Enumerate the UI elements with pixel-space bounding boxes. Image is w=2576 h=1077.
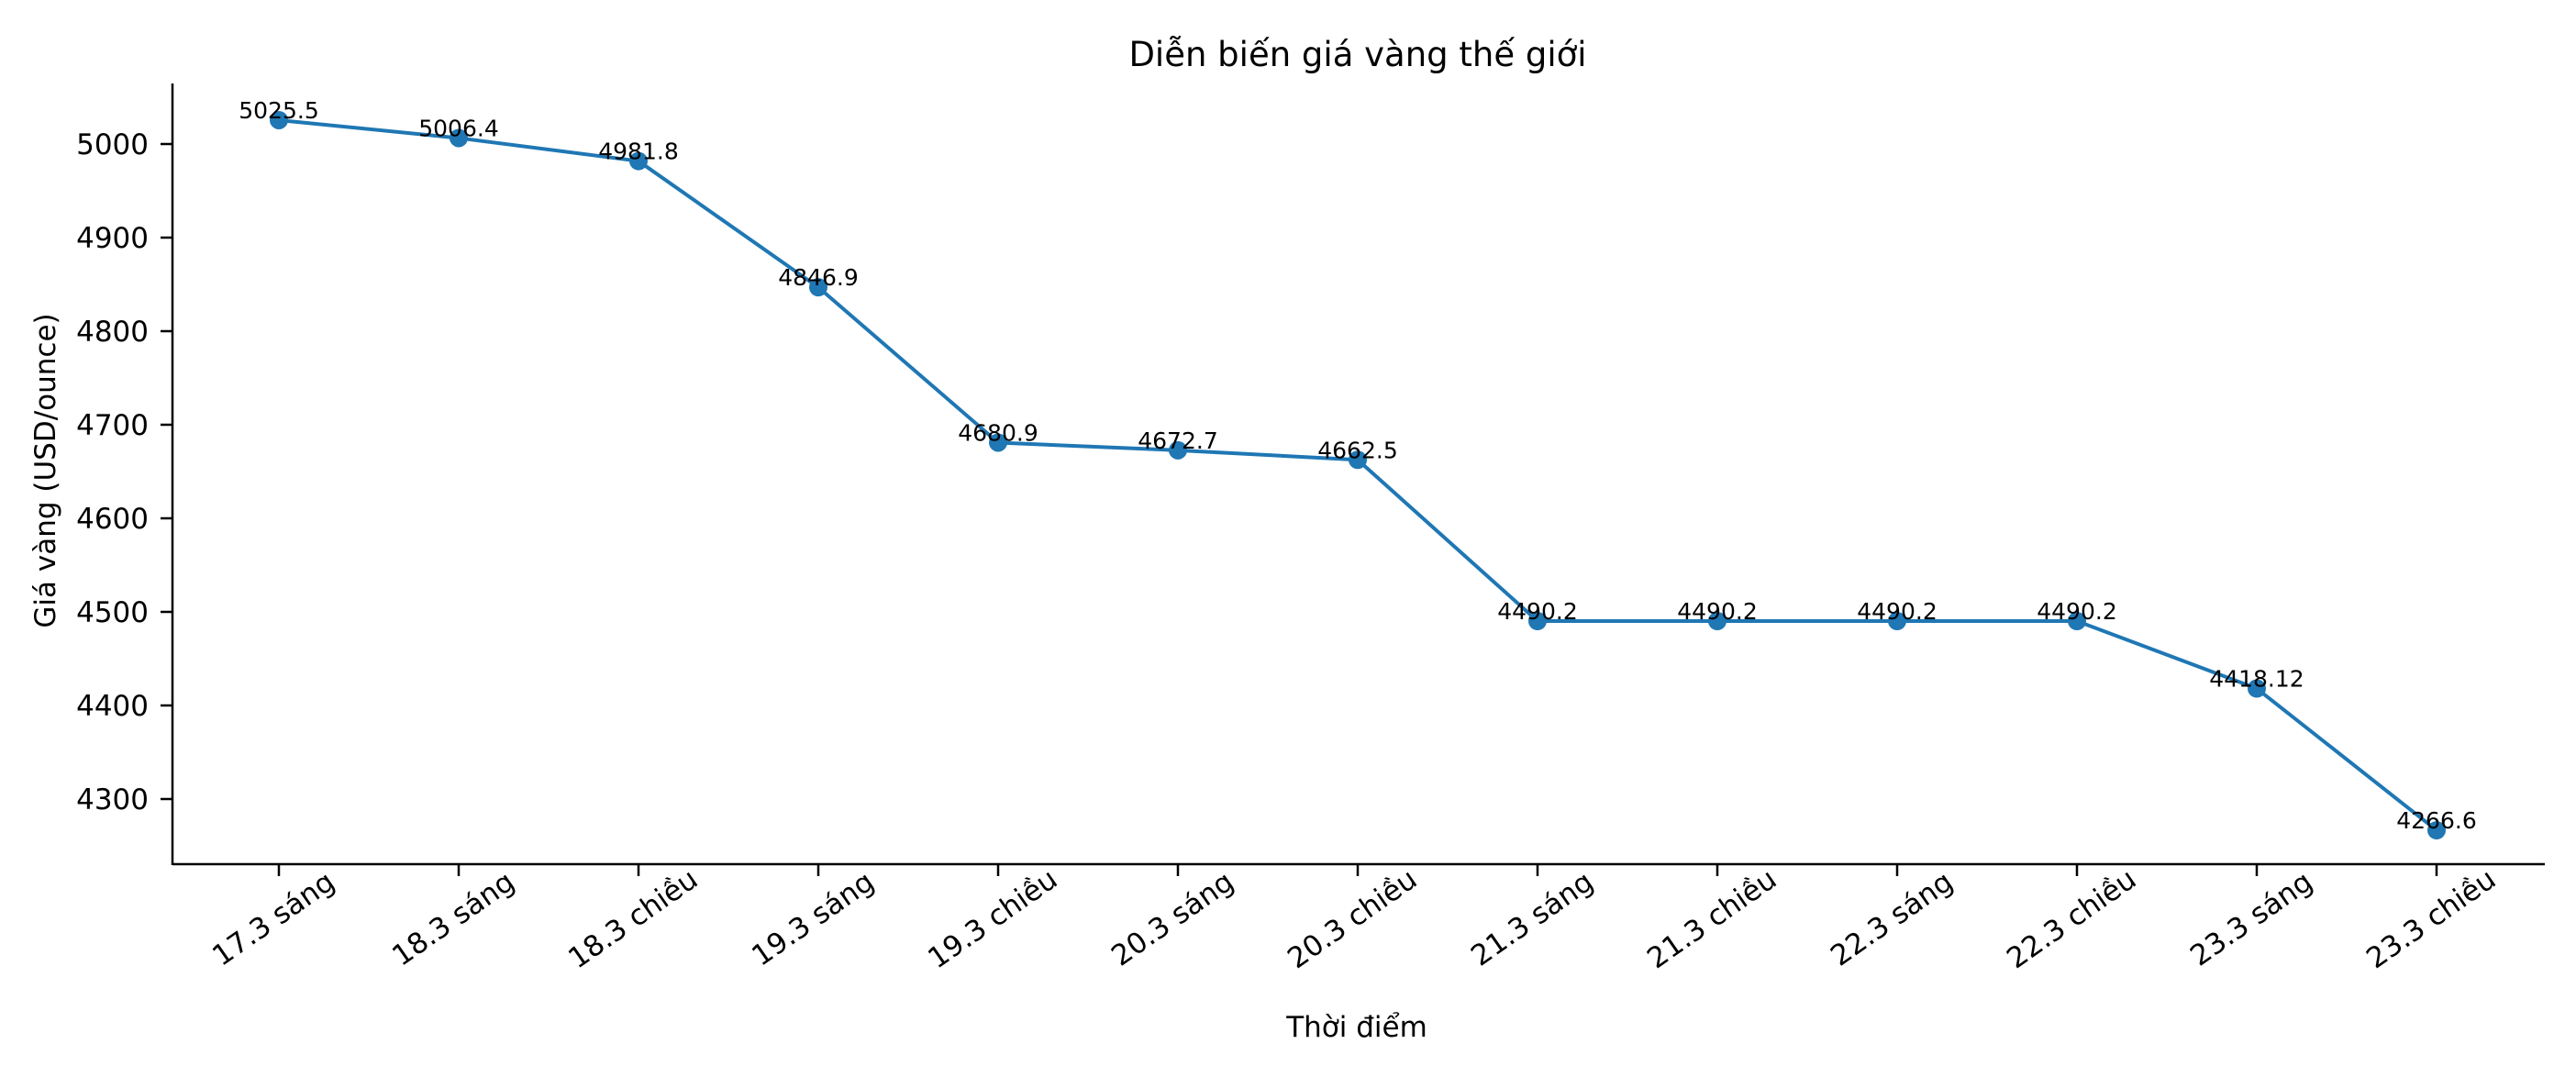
data-point-label: 4490.2 (1497, 598, 1577, 625)
data-point-label: 5006.4 (418, 115, 498, 141)
x-tick-label: 22.3 chiều (2001, 862, 2142, 975)
data-point-marker (1888, 611, 1906, 630)
x-tick-label: 19.3 sáng (746, 865, 880, 972)
data-point-label: 4490.2 (2037, 598, 2116, 625)
data-point-label: 4418.12 (2209, 666, 2304, 693)
data-point-marker (2427, 821, 2446, 840)
y-axis: 4300 4400 4500 4600 4700 4800 4900 5000 Giá vàn… (29, 83, 174, 865)
data-point-label: 4490.2 (1677, 598, 1757, 625)
data-point-label: 4680.9 (958, 419, 1038, 446)
data-point-marker (809, 278, 827, 297)
data-point-label: 4846.9 (778, 264, 858, 291)
y-tick-label: 4300 (76, 783, 149, 816)
data-point-marker (629, 151, 648, 171)
y-tick-group: 4300 4400 4500 4600 4700 4800 4900 5000 (76, 128, 172, 816)
x-axis-label: Thời điểm (1285, 1011, 1427, 1044)
data-point-marker (2248, 679, 2266, 698)
data-point-marker (989, 433, 1007, 452)
x-tick-label: 21.3 chiều (1641, 862, 1782, 975)
x-tick-label: 20.3 sáng (1105, 865, 1239, 972)
data-point-label: 4672.7 (1138, 427, 1217, 454)
y-tick-label: 4600 (76, 503, 149, 536)
y-tick-label: 4700 (76, 409, 149, 442)
data-point-marker (450, 128, 468, 148)
series-line (278, 117, 2438, 832)
x-tick-label: 17.3 sáng (206, 865, 340, 972)
data-point-marker (2068, 611, 2086, 630)
x-tick-label: 23.3 chiều (2360, 862, 2502, 975)
data-point-label: 4490.2 (1857, 598, 1937, 625)
y-tick-label: 4800 (76, 316, 149, 349)
y-tick-label: 4500 (76, 596, 149, 629)
x-tick-label: 23.3 sáng (2184, 865, 2318, 972)
data-point-label: 4662.5 (1317, 437, 1397, 463)
x-tick-label: 19.3 chiều (922, 862, 1063, 975)
x-tick-label: 21.3 sáng (1465, 865, 1599, 972)
data-point-marker (270, 110, 288, 129)
data-point-marker (1708, 611, 1727, 630)
price-series: 5025.5 5006.4 4981.8 4846.9 4680.9 4672.7 4662… (239, 97, 2477, 840)
x-axis: 17.3 sáng 18.3 sáng 18.3 chiều 19.3 sáng 19.… (172, 862, 2545, 1044)
x-tick-label: 22.3 sáng (1825, 865, 1959, 972)
y-tick-label: 5000 (76, 128, 149, 161)
x-tick-label: 20.3 chiều (1282, 862, 1423, 975)
data-point-marker (1349, 450, 1367, 470)
chart-title: Diễn biến giá vàng thế giới (1128, 35, 1586, 74)
data-point-label: 4266.6 (2396, 807, 2476, 834)
x-tick-label: 18.3 sáng (386, 865, 520, 972)
data-point-label: 4981.8 (598, 139, 678, 165)
data-point-marker (1169, 440, 1187, 460)
data-point-marker (1528, 611, 1547, 630)
y-axis-label: Giá vàng (USD/ounce) (29, 313, 62, 627)
x-tick-label: 18.3 chiều (562, 862, 704, 975)
y-tick-label: 4900 (76, 222, 149, 255)
x-tick-group: 17.3 sáng 18.3 sáng 18.3 chiều 19.3 sáng 19.… (206, 862, 2502, 975)
data-point-label: 5025.5 (239, 97, 318, 124)
y-tick-label: 4400 (76, 690, 149, 723)
